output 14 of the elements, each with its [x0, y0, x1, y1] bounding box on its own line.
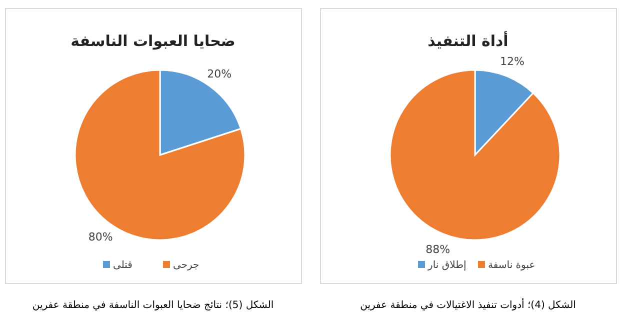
data-label: 20% [207, 67, 232, 80]
data-label: 80% [88, 230, 113, 244]
pie-slice [389, 69, 561, 241]
pie-slice [74, 69, 246, 241]
chart-title: أداة التنفيذ [428, 31, 508, 50]
data-label: 12% [500, 55, 524, 68]
legend-label: قتلى [113, 260, 133, 271]
chart-title: ضحايا العبوات الناسفة [70, 32, 236, 50]
text: الشكل (5)؛ نتائج ضحايا العبوات الناسفة في منطقة عفرين [32, 300, 274, 311]
data-label: 88% [426, 242, 450, 256]
legend-label: عبوة ناسفة [488, 260, 536, 271]
legend-label: إطلاق نار [427, 260, 467, 271]
legend-label: جرحى [173, 260, 200, 271]
text: الشكل (4)؛ أدوات تنفيذ الاغتيالات في منطقة عفرين [360, 298, 576, 311]
